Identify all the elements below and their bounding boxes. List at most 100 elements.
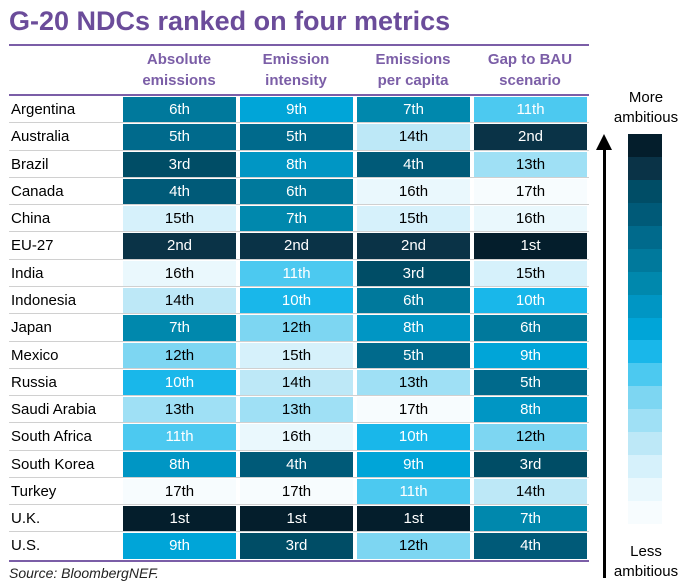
rank-cell: 13th [240, 397, 353, 423]
row-divider [9, 176, 589, 178]
rank-cell: 12th [123, 342, 236, 368]
row-label: South Africa [11, 428, 92, 446]
legend-label: Less [630, 543, 662, 560]
legend-swatch [628, 386, 662, 410]
rank-cell: 3rd [357, 260, 470, 286]
rank-cell: 3rd [240, 533, 353, 559]
legend-label: ambitious [613, 563, 679, 580]
rank-cell: 17th [474, 178, 587, 205]
legend-swatch [628, 455, 662, 479]
rank-cell: 2nd [240, 233, 353, 259]
column-header-line: emissions [142, 72, 216, 89]
row-divider [9, 504, 589, 506]
row-divider [9, 422, 589, 424]
rank-cell: 9th [123, 533, 236, 559]
legend-swatch [628, 294, 662, 319]
legend-swatch [628, 501, 662, 525]
row-label: China [11, 210, 51, 228]
legend-swatch [628, 340, 662, 364]
column-header-line: Emission [262, 51, 330, 68]
row-divider [9, 149, 589, 151]
row-label: Canada [11, 182, 64, 200]
rank-cell: 13th [123, 397, 236, 423]
legend-swatch [628, 409, 662, 433]
row-divider [9, 285, 589, 287]
rank-cell: 13th [357, 369, 470, 396]
rank-cell: 15th [240, 342, 353, 368]
rank-cell: 7th [357, 97, 470, 123]
row-divider [9, 340, 589, 342]
row-label: U.K. [11, 510, 41, 528]
rank-cell: 9th [240, 97, 353, 123]
rank-cell: 14th [474, 478, 587, 505]
rank-cell: 2nd [123, 233, 236, 259]
rank-cell: 12th [357, 533, 470, 559]
rank-cell: 3rd [123, 151, 236, 177]
chart-title: G-20 NDCs ranked on four metrics [9, 6, 451, 36]
header-top-rule [9, 44, 589, 46]
rank-cell: 5th [123, 124, 236, 150]
rank-cell: 14th [240, 369, 353, 396]
row-label: Australia [11, 128, 70, 146]
row-label: South Korea [11, 455, 95, 473]
row-label: Mexico [11, 346, 59, 364]
rank-cell: 6th [474, 315, 587, 341]
rank-cell: 8th [123, 451, 236, 477]
legend-swatch [628, 432, 662, 456]
row-divider [9, 449, 589, 451]
row-label: Argentina [11, 101, 76, 118]
row-label: U.S. [11, 537, 41, 555]
rank-cell: 17th [357, 397, 470, 423]
rank-cell: 2nd [357, 233, 470, 259]
rank-cell: 7th [474, 506, 587, 532]
rank-cell: 11th [474, 97, 587, 123]
rank-cell: 1st [357, 506, 470, 532]
column-header-emissions-per-capita: Emissions per capita [356, 49, 470, 93]
rank-cell: 15th [474, 260, 587, 286]
row-divider [9, 258, 589, 260]
rank-cell: 12th [240, 315, 353, 341]
column-header-line: scenario [499, 72, 561, 89]
legend-swatch [628, 202, 662, 227]
row-divider [9, 204, 589, 206]
legend-swatch [628, 317, 662, 341]
legend-swatch [628, 271, 662, 296]
source-note: Source: BloombergNEF. [9, 565, 159, 581]
rank-cell: 13th [474, 151, 587, 177]
header-bottom-rule [9, 94, 589, 96]
rank-cell: 9th [474, 342, 587, 368]
rank-cell: 15th [357, 206, 470, 232]
rank-cell: 7th [123, 315, 236, 341]
rank-cell: 10th [474, 287, 587, 314]
row-label: EU-27 [11, 237, 54, 255]
row-label: Turkey [11, 482, 57, 500]
legend-less-ambitious: Less ambitious [606, 542, 686, 582]
rank-cell: 5th [240, 124, 353, 150]
rank-cell: 2nd [474, 124, 587, 150]
row-label: Saudi Arabia [11, 401, 97, 419]
rank-cell: 9th [357, 451, 470, 477]
legend-swatch [628, 478, 662, 502]
row-divider [9, 395, 589, 397]
rank-cell: 5th [474, 369, 587, 396]
column-header-line: per capita [377, 72, 449, 89]
rank-cell: 16th [357, 178, 470, 205]
legend-swatch [628, 179, 662, 204]
rank-cell: 1st [240, 506, 353, 532]
rank-cell: 17th [240, 478, 353, 505]
row-divider [9, 122, 589, 124]
row-divider [9, 476, 589, 478]
row-label: Japan [11, 319, 52, 337]
rank-cell: 10th [123, 369, 236, 396]
rank-cell: 4th [123, 178, 236, 205]
column-header-line: intensity [265, 72, 327, 89]
legend-label: ambitious [613, 109, 679, 126]
row-divider [9, 367, 589, 369]
arrow-shaft [603, 148, 606, 578]
rank-cell: 15th [123, 206, 236, 232]
arrow-up-icon [596, 134, 612, 150]
rank-cell: 3rd [474, 451, 587, 477]
rank-cell: 12th [474, 424, 587, 450]
row-label: Russia [11, 373, 57, 391]
rank-cell: 10th [240, 287, 353, 314]
